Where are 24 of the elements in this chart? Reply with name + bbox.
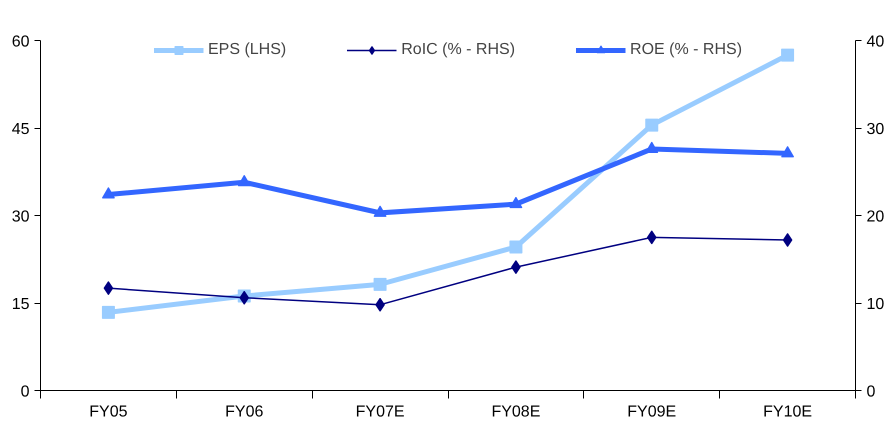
point	[102, 306, 115, 319]
legend-label: RoIC (% - RHS)	[401, 41, 516, 59]
x-tick-label: FY06	[225, 404, 264, 420]
x-tick-label: FY07E	[356, 404, 405, 420]
y2-tick-label: 10	[866, 296, 884, 313]
x-tick-label: FY09E	[627, 404, 676, 420]
y2-tick-label: 20	[866, 208, 884, 226]
legend-label: ROE (% - RHS)	[630, 41, 742, 59]
point	[781, 48, 794, 62]
y-tick-label: 15	[12, 296, 30, 313]
y-tick-label: 30	[12, 208, 30, 226]
point	[374, 278, 387, 291]
y2-tick-label: 40	[866, 34, 884, 50]
y2-tick-label: 0	[866, 384, 876, 400]
y-tick-label: 0	[20, 384, 30, 400]
y-tick-label: 60	[12, 34, 30, 50]
y2-tick-label: 30	[866, 121, 884, 138]
y-tick-label: 45	[12, 121, 30, 138]
point	[645, 118, 658, 132]
point	[509, 240, 522, 254]
legend-label: EPS (LHS)	[208, 41, 286, 59]
x-tick-label: FY10E	[763, 404, 812, 420]
x-tick-label: FY05	[89, 404, 128, 420]
x-tick-label: FY08E	[491, 404, 540, 420]
